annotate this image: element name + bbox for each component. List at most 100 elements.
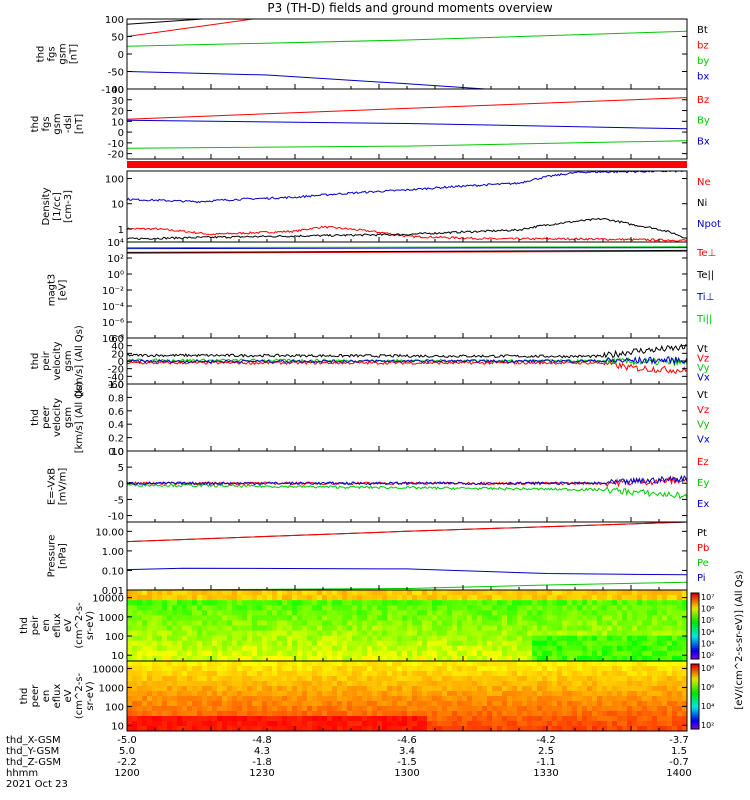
colorbar-tick-label: 10² [701,721,714,730]
legend-Te||: Te|| [696,270,714,281]
heatmap-cell [207,620,213,627]
heatmap-cell [377,630,383,637]
colorbar-cell [691,615,699,618]
heatmap-cell [622,666,628,672]
heatmap-cell [522,716,528,722]
heatmap-cell [447,595,453,601]
heatmap-cell [607,655,613,661]
heatmap-cell [247,600,253,606]
heatmap-cell [482,706,488,712]
heatmap-cell [672,635,678,642]
heatmap-cell [232,595,238,601]
heatmap-cell [592,600,598,606]
heatmap-cell [587,666,593,672]
heatmap-cell [252,615,258,622]
heatmap-cell [422,640,428,647]
heatmap-cell [292,645,298,652]
heatmap-cell [377,726,383,731]
heatmap-cell [272,701,278,707]
heatmap-cell [417,661,423,667]
heatmap-cell [167,655,173,661]
heatmap-cell [277,721,283,727]
heatmap-cell [307,676,313,682]
heatmap-cell [452,716,458,722]
heatmap-cell [262,706,268,712]
heatmap-cell [257,721,263,727]
heatmap-cell [627,595,633,601]
y-axis-label: [nPa] [58,543,69,569]
heatmap-cell [452,630,458,637]
heatmap-cell [657,605,663,611]
heatmap-cell [557,681,563,687]
heatmap-cell [227,676,233,682]
heatmap-cell [492,726,498,731]
series-by-line [127,30,687,47]
heatmap-cell [357,721,363,727]
heatmap-cell [487,706,493,712]
heatmap-cell [522,645,528,652]
heatmap-cell [272,610,278,616]
heatmap-cell [532,706,538,712]
heatmap-cell [137,726,143,731]
heatmap-cell [192,640,198,647]
heatmap-cell [232,615,238,622]
heatmap-cell [542,721,548,727]
heatmap-cell [542,630,548,637]
heatmap-cell [362,595,368,601]
heatmap-cell [667,706,673,712]
heatmap-cell [542,605,548,611]
heatmap-cell [527,605,533,611]
heatmap-cell [347,595,353,601]
heatmap-cell [272,661,278,667]
heatmap-cell [497,726,503,731]
heatmap-cell [432,721,438,727]
heatmap-cell [237,681,243,687]
heatmap-cell [242,726,248,731]
heatmap-cell [587,645,593,652]
heatmap-cell [227,620,233,627]
heatmap-cell [462,615,468,622]
heatmap-cell [507,630,513,637]
heatmap-cell [402,726,408,731]
heatmap-cell [372,610,378,616]
heatmap-cell [192,645,198,652]
heatmap-cell [467,726,473,731]
y-tick-label: 20 [111,349,124,360]
heatmap-cell [312,671,318,677]
heatmap-cell [272,650,278,657]
heatmap-cell [467,640,473,647]
heatmap-cell [192,615,198,622]
heatmap-cell [657,701,663,707]
heatmap-cell [472,726,478,731]
heatmap-cell [407,595,413,601]
heatmap-cell [367,610,373,616]
heatmap-cell [337,640,343,647]
heatmap-cell [147,681,153,687]
heatmap-cell [267,645,273,652]
heatmap-cell [507,595,513,601]
heatmap-cell [272,706,278,712]
heatmap-cell [622,696,628,702]
heatmap-cell [522,655,528,661]
heatmap-cell [292,721,298,727]
heatmap-cell [477,595,483,601]
heatmap-cell [207,721,213,727]
heatmap-cell [442,716,448,722]
heatmap-cell [437,726,443,731]
heatmap-cell [212,676,218,682]
heatmap-cell [597,671,603,677]
heatmap-cell [642,590,648,596]
colorbar-cell [691,654,699,658]
heatmap-cell [382,595,388,601]
y-tick-label: -5 [114,495,124,506]
heatmap-cell [187,600,193,606]
heatmap-cell [677,691,683,697]
heatmap-cell [182,691,188,697]
heatmap-cell [427,676,433,682]
heatmap-cell [477,726,483,731]
heatmap-cell [377,605,383,611]
heatmap-cell [147,590,153,596]
heatmap-cell [637,605,643,611]
heatmap-cell [287,600,293,606]
heatmap-cell [132,655,138,661]
